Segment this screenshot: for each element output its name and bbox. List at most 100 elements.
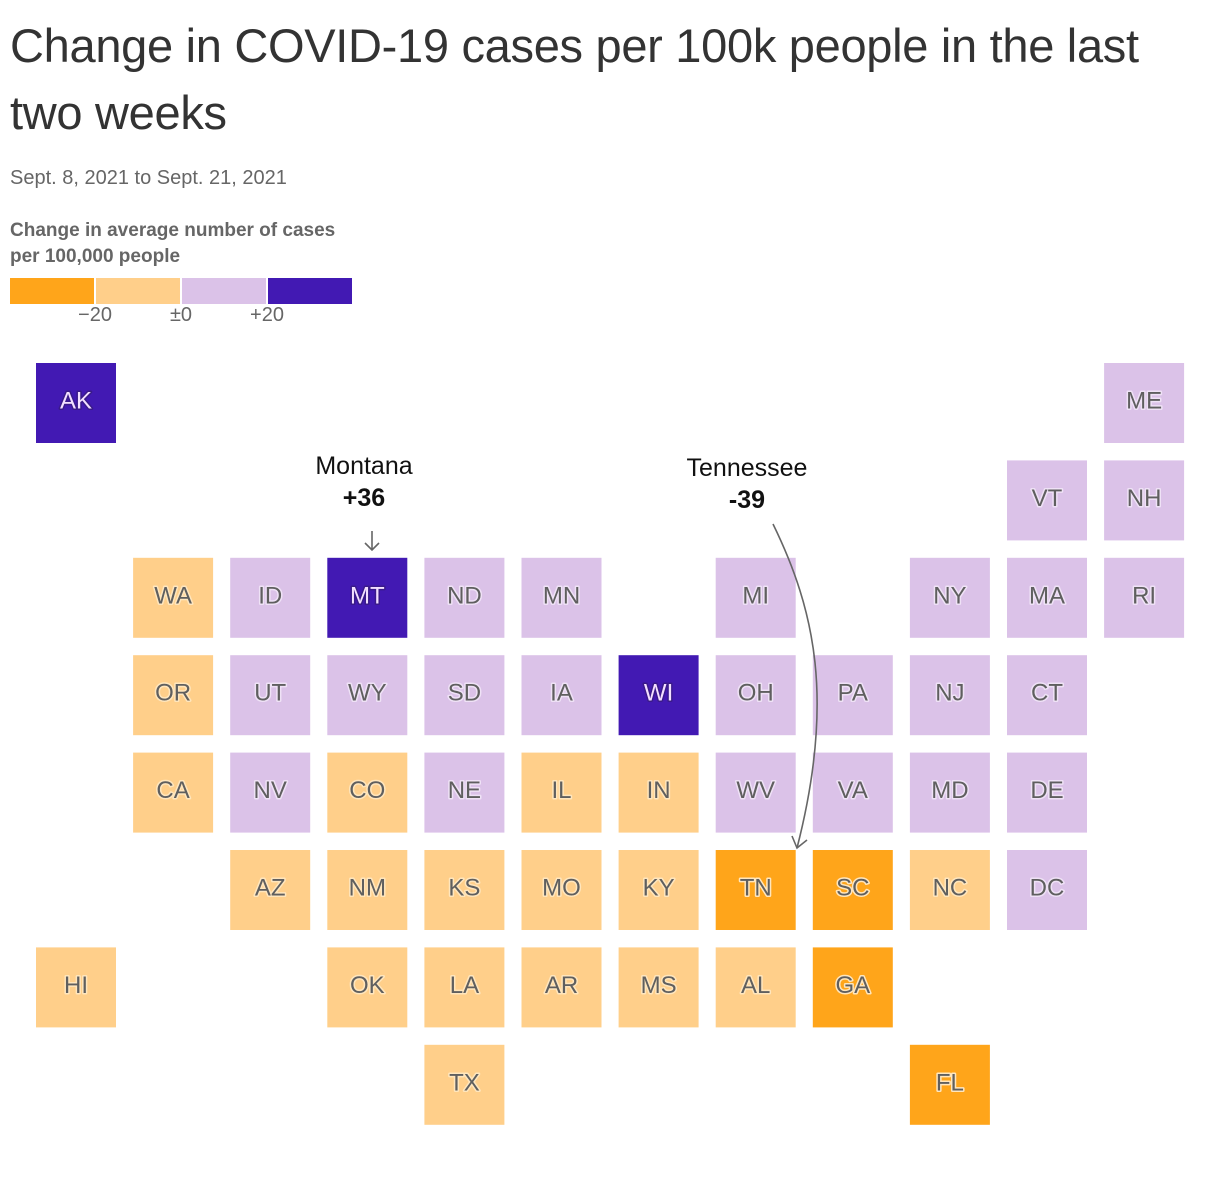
state-tile-oh[interactable]: OH — [715, 655, 796, 736]
state-tile-md[interactable]: MD — [909, 752, 990, 833]
state-tile-nh[interactable]: NH — [1104, 460, 1185, 541]
state-tile-nd[interactable]: ND — [424, 557, 505, 638]
state-tile-ri[interactable]: RI — [1104, 557, 1185, 638]
state-tile-rect[interactable] — [715, 655, 796, 736]
state-tile-rect[interactable] — [36, 363, 116, 443]
state-tile-ca[interactable]: CA — [133, 752, 214, 833]
state-tile-ut[interactable]: UT — [230, 655, 311, 736]
state-tile-rect[interactable] — [424, 655, 505, 736]
state-tile-ct[interactable]: CT — [1007, 655, 1087, 736]
state-tile-nc[interactable]: NC — [909, 850, 990, 930]
state-tile-nj[interactable]: NJ — [909, 655, 990, 736]
state-tile-ok[interactable]: OK — [327, 947, 408, 1028]
state-tile-rect[interactable] — [1104, 460, 1185, 541]
state-tile-rect[interactable] — [327, 655, 408, 736]
state-tile-ga[interactable]: GA — [812, 947, 893, 1028]
state-tile-dc[interactable]: DC — [1007, 850, 1087, 930]
state-tile-wi[interactable]: WI — [618, 655, 699, 736]
state-tile-mo[interactable]: MO — [521, 850, 602, 930]
state-tile-mi[interactable]: MI — [715, 557, 796, 638]
state-tile-rect[interactable] — [133, 655, 214, 736]
state-tile-rect[interactable] — [521, 850, 602, 930]
state-tile-sc[interactable]: SC — [812, 850, 893, 930]
state-tile-rect[interactable] — [424, 752, 505, 833]
state-tile-fl[interactable]: FL — [909, 1044, 990, 1125]
state-tile-rect[interactable] — [715, 850, 796, 930]
state-tile-rect[interactable] — [1007, 752, 1087, 833]
state-tile-rect[interactable] — [1007, 850, 1087, 930]
state-tile-rect[interactable] — [618, 752, 699, 833]
state-tile-sd[interactable]: SD — [424, 655, 505, 736]
state-tile-de[interactable]: DE — [1007, 752, 1087, 833]
state-tile-rect[interactable] — [1104, 363, 1185, 443]
state-tile-rect[interactable] — [618, 850, 699, 930]
state-tile-pa[interactable]: PA — [812, 655, 893, 736]
state-tile-rect[interactable] — [909, 752, 990, 833]
state-tile-rect[interactable] — [133, 557, 214, 638]
state-tile-co[interactable]: CO — [327, 752, 408, 833]
state-tile-rect[interactable] — [424, 1044, 505, 1125]
state-tile-rect[interactable] — [521, 947, 602, 1028]
state-tile-rect[interactable] — [618, 655, 699, 736]
state-tile-rect[interactable] — [36, 947, 116, 1028]
state-tile-hi[interactable]: HI — [36, 947, 116, 1028]
state-tile-ak[interactable]: AK — [36, 363, 116, 443]
state-tile-mn[interactable]: MN — [521, 557, 602, 638]
state-tile-rect[interactable] — [230, 752, 311, 833]
state-tile-ia[interactable]: IA — [521, 655, 602, 736]
state-tile-va[interactable]: VA — [812, 752, 893, 833]
state-tile-rect[interactable] — [521, 655, 602, 736]
state-tile-al[interactable]: AL — [715, 947, 796, 1028]
state-tile-nv[interactable]: NV — [230, 752, 311, 833]
state-tile-il[interactable]: IL — [521, 752, 602, 833]
state-tile-rect[interactable] — [521, 752, 602, 833]
state-tile-ma[interactable]: MA — [1007, 557, 1087, 638]
state-tile-rect[interactable] — [812, 850, 893, 930]
state-tile-rect[interactable] — [133, 752, 214, 833]
state-tile-wa[interactable]: WA — [133, 557, 214, 638]
state-tile-rect[interactable] — [1104, 557, 1185, 638]
state-tile-rect[interactable] — [424, 557, 505, 638]
state-tile-rect[interactable] — [424, 947, 505, 1028]
state-tile-az[interactable]: AZ — [230, 850, 311, 930]
state-tile-rect[interactable] — [1007, 460, 1087, 541]
state-tile-vt[interactable]: VT — [1007, 460, 1087, 541]
state-tile-or[interactable]: OR — [133, 655, 214, 736]
state-tile-rect[interactable] — [909, 850, 990, 930]
state-tile-rect[interactable] — [909, 1044, 990, 1125]
state-tile-rect[interactable] — [327, 752, 408, 833]
state-tile-rect[interactable] — [909, 557, 990, 638]
state-tile-rect[interactable] — [1007, 655, 1087, 736]
state-tile-rect[interactable] — [715, 557, 796, 638]
state-tile-rect[interactable] — [327, 557, 408, 638]
state-tile-wy[interactable]: WY — [327, 655, 408, 736]
state-tile-rect[interactable] — [230, 850, 311, 930]
state-tile-tx[interactable]: TX — [424, 1044, 505, 1125]
state-tile-rect[interactable] — [618, 947, 699, 1028]
state-tile-rect[interactable] — [812, 655, 893, 736]
state-tile-rect[interactable] — [812, 752, 893, 833]
state-tile-ar[interactable]: AR — [521, 947, 602, 1028]
state-tile-la[interactable]: LA — [424, 947, 505, 1028]
state-tile-rect[interactable] — [1007, 557, 1087, 638]
state-tile-rect[interactable] — [327, 850, 408, 930]
state-tile-wv[interactable]: WV — [715, 752, 796, 833]
state-tile-ks[interactable]: KS — [424, 850, 505, 930]
state-tile-rect[interactable] — [327, 947, 408, 1028]
state-tile-ky[interactable]: KY — [618, 850, 699, 930]
state-tile-rect[interactable] — [230, 557, 311, 638]
state-tile-mt[interactable]: MT — [327, 557, 408, 638]
state-tile-in[interactable]: IN — [618, 752, 699, 833]
state-tile-rect[interactable] — [909, 655, 990, 736]
state-tile-nm[interactable]: NM — [327, 850, 408, 930]
state-tile-rect[interactable] — [715, 947, 796, 1028]
state-tile-rect[interactable] — [521, 557, 602, 638]
state-tile-rect[interactable] — [715, 752, 796, 833]
state-tile-ne[interactable]: NE — [424, 752, 505, 833]
state-tile-me[interactable]: ME — [1104, 363, 1185, 443]
state-tile-ny[interactable]: NY — [909, 557, 990, 638]
state-tile-rect[interactable] — [812, 947, 893, 1028]
state-tile-rect[interactable] — [424, 850, 505, 930]
state-tile-tn[interactable]: TN — [715, 850, 796, 930]
state-tile-id[interactable]: ID — [230, 557, 311, 638]
